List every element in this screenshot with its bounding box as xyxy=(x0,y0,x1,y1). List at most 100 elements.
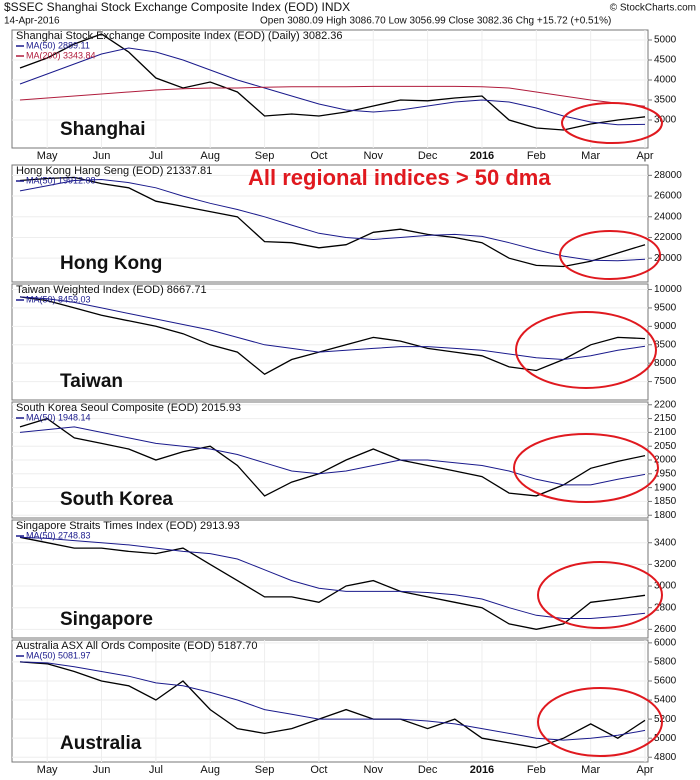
ma-line xyxy=(19,426,646,486)
y-tick-label: 5800 xyxy=(654,657,677,668)
y-tick-label: 5200 xyxy=(654,714,677,725)
x-tick-label: Aug xyxy=(200,150,220,162)
price-line xyxy=(19,661,646,749)
y-tick-label: 5600 xyxy=(654,676,677,687)
highlight-circle xyxy=(537,561,663,629)
x-tick-label: May xyxy=(37,764,58,776)
legend-entry: Shanghai Stock Exchange Composite Index … xyxy=(16,30,343,42)
x-tick-label: Jun xyxy=(93,150,111,162)
legend-entry: MA(50) 8459.03 xyxy=(26,294,91,304)
y-tick-label: 9000 xyxy=(654,321,677,332)
y-tick-label: 4800 xyxy=(654,752,677,763)
y-tick-label: 3400 xyxy=(654,537,677,548)
y-tick-label: 4500 xyxy=(654,55,677,66)
y-tick-label: 28000 xyxy=(654,170,682,181)
x-tick-label: Apr xyxy=(636,150,653,162)
x-tick-label: Nov xyxy=(363,150,383,162)
panel-label: Australia xyxy=(60,733,142,754)
x-tick-label: Oct xyxy=(310,150,327,162)
panel-label: Shanghai xyxy=(60,119,146,140)
x-tick-label: Aug xyxy=(200,764,220,776)
x-tick-label: Nov xyxy=(363,764,383,776)
y-tick-label: 22000 xyxy=(654,232,682,243)
x-tick-label: Jul xyxy=(149,150,163,162)
x-tick-label: Jul xyxy=(149,764,163,776)
legend-entry: MA(50) 1948.14 xyxy=(26,412,91,422)
x-tick-label: May xyxy=(37,150,58,162)
y-tick-label: 7500 xyxy=(654,376,677,387)
date: 14-Apr-2016 xyxy=(4,16,60,27)
panel-label: Hong Kong xyxy=(60,253,162,274)
legend-entry: MA(50) 2889.11 xyxy=(26,40,90,50)
x-tick-label: 2016 xyxy=(470,764,494,776)
panel-frame xyxy=(11,29,649,149)
highlight-circle xyxy=(561,102,663,144)
price-line xyxy=(19,33,646,131)
y-tick-label: 9500 xyxy=(654,303,677,314)
x-tick-label: Feb xyxy=(527,764,546,776)
highlight-circle xyxy=(515,311,657,389)
y-tick-label: 2100 xyxy=(654,427,677,438)
legend-entry: MA(200) 3343.84 xyxy=(26,50,96,60)
symbol-line: $SSEC Shanghai Stock Exchange Composite … xyxy=(4,0,350,14)
y-tick-label: 24000 xyxy=(654,211,682,222)
y-tick-label: 2050 xyxy=(654,441,677,452)
panel-frame xyxy=(11,283,649,401)
x-tick-label: Jun xyxy=(93,764,111,776)
x-tick-label: 2016 xyxy=(470,150,494,162)
legend-entry: MA(50) 19912.08 xyxy=(26,175,96,185)
ma-line xyxy=(19,536,646,619)
x-tick-label: Dec xyxy=(418,764,438,776)
legend-entry: South Korea Seoul Composite (EOD) 2015.9… xyxy=(16,402,241,414)
price-line xyxy=(19,176,646,268)
panel-frame xyxy=(11,164,649,283)
ma-line xyxy=(19,178,646,262)
y-tick-label: 1950 xyxy=(654,468,677,479)
source: © StockCharts.com xyxy=(610,3,696,14)
price-line xyxy=(19,417,646,497)
y-tick-label: 1900 xyxy=(654,482,677,493)
y-tick-label: 10000 xyxy=(654,284,682,295)
x-tick-label: Mar xyxy=(581,150,600,162)
y-tick-label: 4000 xyxy=(654,75,677,86)
y-tick-label: 3000 xyxy=(654,115,677,126)
y-tick-label: 2150 xyxy=(654,413,677,424)
panel-label: Singapore xyxy=(60,609,153,630)
y-tick-label: 2200 xyxy=(654,399,677,410)
y-tick-label: 8000 xyxy=(654,358,677,369)
highlight-circle xyxy=(559,230,661,280)
legend-entry: MA(50) 5081.97 xyxy=(26,650,91,660)
y-tick-label: 3200 xyxy=(654,559,677,570)
y-tick-label: 1850 xyxy=(654,496,677,507)
panel-frame xyxy=(11,519,649,639)
y-tick-label: 2600 xyxy=(654,624,677,635)
legend-entry: Hong Kong Hang Seng (EOD) 21337.81 xyxy=(16,165,212,177)
panel-label: South Korea xyxy=(60,489,173,510)
price-line xyxy=(19,536,646,630)
legend-entry: MA(50) 2748.83 xyxy=(26,530,91,540)
y-tick-label: 26000 xyxy=(654,191,682,202)
y-tick-label: 3500 xyxy=(654,95,677,106)
x-tick-label: Dec xyxy=(418,150,438,162)
ma-line xyxy=(19,47,646,126)
ma-line xyxy=(19,296,646,361)
panel-label: Taiwan xyxy=(60,371,123,392)
y-tick-label: 2000 xyxy=(654,455,677,466)
y-tick-label: 5000 xyxy=(654,35,677,46)
y-tick-label: 8500 xyxy=(654,339,677,350)
y-tick-label: 6000 xyxy=(654,638,677,649)
ma-line xyxy=(19,85,646,107)
price-line xyxy=(19,296,646,375)
legend-entry: Taiwan Weighted Index (EOD) 8667.71 xyxy=(16,284,207,296)
y-tick-label: 3000 xyxy=(654,581,677,592)
legend-entry: Singapore Straits Times Index (EOD) 2913… xyxy=(16,520,240,532)
highlight-circle xyxy=(513,433,659,503)
y-tick-label: 1800 xyxy=(654,510,677,521)
quote: Open 3080.09 High 3086.70 Low 3056.99 Cl… xyxy=(260,16,611,27)
x-tick-label: Mar xyxy=(581,764,600,776)
x-tick-label: Feb xyxy=(527,150,546,162)
y-tick-label: 5400 xyxy=(654,695,677,706)
x-tick-label: Sep xyxy=(255,764,275,776)
x-tick-label: Sep xyxy=(255,150,275,162)
